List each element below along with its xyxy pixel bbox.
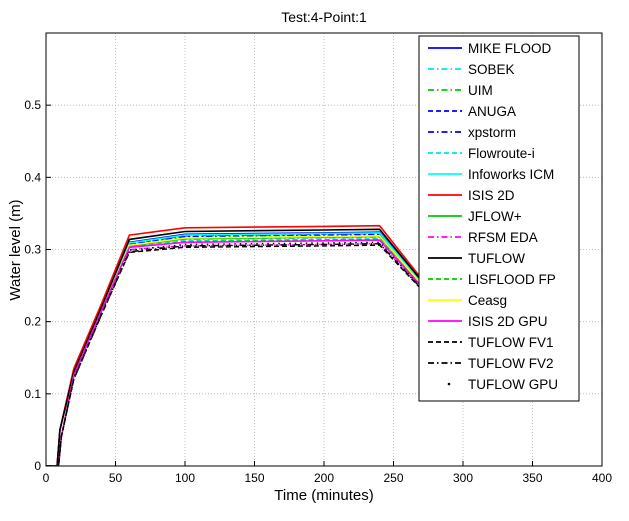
legend-entry: RFSM EDA xyxy=(428,230,538,245)
legend-entry: TUFLOW xyxy=(428,251,525,266)
legend-entry: TUFLOW GPU xyxy=(447,377,558,392)
legend-entry: ANUGA xyxy=(428,104,516,119)
legend-label: Ceasg xyxy=(468,293,507,308)
series-layer xyxy=(46,224,422,466)
legend-swatch xyxy=(447,382,451,386)
legend-label: UIM xyxy=(468,83,493,98)
legend-label: TUFLOW FV2 xyxy=(468,356,554,371)
legend-label: ISIS 2D GPU xyxy=(468,314,548,329)
legend-entry: TUFLOW FV2 xyxy=(428,356,554,371)
legend-entry: SOBEK xyxy=(428,62,515,77)
axis-ticks: 0 50 100 150 200 250 300 350 400 0 0.1 0.2 0.3 0.4 0.5 xyxy=(24,98,612,485)
legend-label: ISIS 2D xyxy=(468,188,515,203)
legend-label: Flowroute-i xyxy=(468,146,535,161)
series-line-14 xyxy=(46,244,422,466)
legend-entry: UIM xyxy=(428,83,493,98)
legend-entry: Flowroute-i xyxy=(428,146,535,161)
y-tick-label: 0.1 xyxy=(24,387,41,401)
legend-label: TUFLOW FV1 xyxy=(468,335,554,350)
y-tick-label: 0.3 xyxy=(24,243,41,257)
legend-entry: ISIS 2D GPU xyxy=(428,314,548,329)
y-tick-label: 0.4 xyxy=(24,170,41,184)
legend-label: TUFLOW GPU xyxy=(468,377,558,392)
x-tick-label: 400 xyxy=(592,471,612,485)
legend-label: MIKE FLOOD xyxy=(468,41,552,56)
legend-label: SOBEK xyxy=(468,62,515,77)
legend-label: JFLOW+ xyxy=(468,209,522,224)
legend-entry: Ceasg xyxy=(428,293,507,308)
legend-label: TUFLOW xyxy=(468,251,525,266)
x-tick-label: 200 xyxy=(314,471,334,485)
x-tick-label: 250 xyxy=(383,471,403,485)
x-axis-label: Time (minutes) xyxy=(274,487,373,504)
legend-entry: xpstorm xyxy=(428,125,516,140)
x-tick-label: 350 xyxy=(522,471,542,485)
y-tick-label: 0.5 xyxy=(24,98,41,112)
series-line-15 xyxy=(46,242,422,466)
legend-box xyxy=(418,35,580,402)
legend-label: RFSM EDA xyxy=(468,230,538,245)
legend-entry: Infoworks ICM xyxy=(428,167,554,182)
legend-label: LISFLOOD FP xyxy=(468,272,556,287)
legend-entry: JFLOW+ xyxy=(428,209,522,224)
y-tick-label: 0 xyxy=(34,459,41,473)
x-tick-label: 0 xyxy=(43,471,50,485)
y-tick-label: 0.2 xyxy=(24,315,41,329)
y-axis-label: Water level (m) xyxy=(7,199,24,300)
legend-entry: MIKE FLOOD xyxy=(428,41,552,56)
legend-label: Infoworks ICM xyxy=(468,167,554,182)
x-tick-label: 100 xyxy=(175,471,195,485)
x-tick-label: 50 xyxy=(109,471,123,485)
legend-label: ANUGA xyxy=(468,104,516,119)
legend-entry: LISFLOOD FP xyxy=(428,272,556,287)
legend: MIKE FLOOD SOBEK UIM ANUGA xpstorm Flowroute-… xyxy=(418,35,580,402)
legend-entry: ISIS 2D xyxy=(428,188,515,203)
x-tick-label: 300 xyxy=(453,471,473,485)
x-tick-label: 150 xyxy=(244,471,264,485)
legend-entry: TUFLOW FV1 xyxy=(428,335,554,350)
legend-label: xpstorm xyxy=(468,125,516,140)
chart-title: Test:4-Point:1 xyxy=(281,9,367,25)
series-line-10 xyxy=(46,228,422,466)
